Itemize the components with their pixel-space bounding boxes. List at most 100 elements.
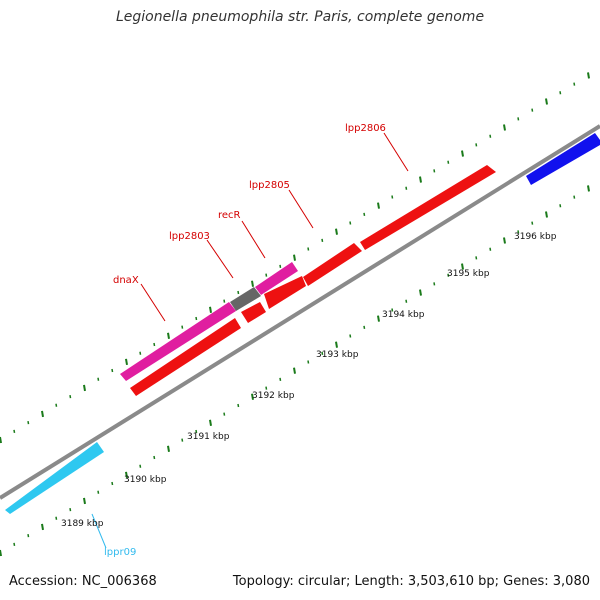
gene-label-lppr09: lppr09	[104, 547, 136, 558]
gc-mark-outer	[405, 186, 408, 190]
gc-mark-inner	[349, 334, 352, 338]
leader-lpp2803	[206, 239, 234, 279]
gene-label-lpp2805: lpp2805	[249, 180, 290, 191]
gc-mark-outer	[475, 143, 478, 147]
feature-reverse-3	[130, 318, 241, 396]
gc-mark-outer	[55, 403, 58, 407]
gc-mark-outer	[41, 410, 44, 418]
genome-summary-text: Topology: circular; Length: 3,503,610 bp…	[232, 574, 590, 589]
tick-label-3192: 3192 kbp	[252, 391, 295, 401]
leader-lppr09	[91, 513, 107, 549]
gc-mark-outer	[503, 124, 506, 131]
gc-mark-outer	[349, 221, 352, 225]
leader-lpp2806	[383, 132, 409, 172]
gc-mark-inner	[27, 534, 30, 538]
gc-mark-outer	[489, 134, 492, 138]
gc-mark-inner	[405, 299, 408, 303]
gene-label-dnax: dnaX	[113, 275, 139, 286]
gc-mark-outer	[0, 436, 2, 444]
gc-mark-outer	[139, 351, 142, 355]
gc-mark-inner	[41, 523, 44, 531]
gc-mark-inner	[503, 237, 506, 244]
gc-mark-outer	[517, 117, 520, 121]
feature-lpp2803	[230, 287, 261, 311]
gc-mark-outer	[573, 82, 576, 86]
gc-mark-outer	[559, 91, 562, 95]
accession-text: Accession: NC_006368	[9, 574, 157, 589]
gene-label-lpp2803: lpp2803	[169, 231, 210, 242]
gc-mark-outer	[111, 368, 114, 373]
gc-mark-inner	[167, 445, 170, 453]
gc-mark-inner	[111, 481, 114, 486]
gc-mark-outer	[363, 212, 366, 216]
gene-label-recr: recR	[218, 210, 241, 221]
gc-mark-inner	[125, 471, 128, 479]
gc-mark-inner	[433, 282, 436, 286]
gc-mark-outer	[125, 358, 128, 366]
gc-mark-inner	[97, 490, 100, 494]
gc-mark-outer	[97, 377, 100, 381]
gc-mark-inner	[195, 429, 198, 434]
gc-mark-outer	[587, 72, 590, 79]
gc-mark-outer	[293, 254, 296, 261]
gc-mark-outer	[433, 169, 436, 173]
gc-mark-inner	[237, 403, 240, 408]
tick-label-3194: 3194 kbp	[382, 310, 425, 320]
tick-label-3193: 3193 kbp	[316, 350, 359, 360]
gc-mark-inner	[573, 195, 576, 199]
gc-mark-outer	[419, 176, 422, 183]
leader-dnax	[140, 283, 166, 322]
gc-mark-outer	[181, 325, 184, 329]
feature-reverse-2	[241, 302, 266, 323]
gc-mark-outer	[447, 160, 450, 164]
gc-mark-inner	[13, 542, 16, 546]
feature-lpp2806	[360, 165, 496, 250]
gc-mark-outer	[307, 247, 310, 251]
gc-mark-outer	[13, 429, 16, 433]
gc-mark-outer	[27, 421, 30, 425]
gc-mark-inner	[321, 351, 324, 355]
tick-label-3190: 3190 kbp	[124, 475, 167, 485]
feature-reverse-1	[264, 276, 306, 309]
leader-lpp2805	[288, 189, 314, 229]
gc-mark-outer	[279, 264, 282, 269]
gc-mark-outer	[265, 273, 268, 277]
gc-mark-outer	[237, 290, 240, 295]
feature-recr	[255, 262, 298, 295]
gc-mark-inner	[517, 230, 520, 234]
feature-dnax	[120, 302, 236, 381]
tick-label-3191: 3191 kbp	[187, 432, 230, 442]
gc-mark-outer	[223, 299, 226, 303]
gc-mark-inner	[489, 247, 492, 251]
gc-marks-inner	[0, 185, 590, 557]
gc-mark-outer	[153, 342, 156, 347]
gc-mark-inner	[545, 211, 548, 218]
gc-mark-inner	[363, 325, 366, 329]
leader-recr	[241, 220, 266, 259]
gc-mark-outer	[321, 238, 324, 242]
gc-mark-inner	[559, 204, 562, 208]
gc-mark-outer	[335, 228, 338, 235]
gc-mark-inner	[475, 256, 478, 260]
feature-lppr09	[5, 442, 104, 514]
gc-mark-inner	[139, 464, 142, 468]
gc-mark-outer	[167, 332, 170, 340]
feature-blue	[526, 133, 600, 185]
gc-mark-inner	[55, 516, 58, 520]
tick-label-3189: 3189 kbp	[61, 519, 104, 529]
gc-mark-outer	[461, 150, 464, 157]
gc-mark-inner	[0, 549, 2, 557]
gc-mark-inner	[83, 497, 86, 505]
gc-mark-inner	[391, 308, 394, 312]
tick-label-3195: 3195 kbp	[447, 269, 490, 279]
gc-mark-outer	[545, 98, 548, 105]
gc-mark-inner	[447, 273, 450, 277]
gc-mark-inner	[293, 367, 296, 374]
gc-mark-inner	[307, 360, 310, 364]
gc-mark-outer	[209, 306, 212, 313]
gc-mark-inner	[377, 315, 380, 322]
gc-mark-inner	[419, 289, 422, 296]
gc-mark-inner	[153, 455, 156, 460]
gc-mark-inner	[69, 507, 72, 512]
